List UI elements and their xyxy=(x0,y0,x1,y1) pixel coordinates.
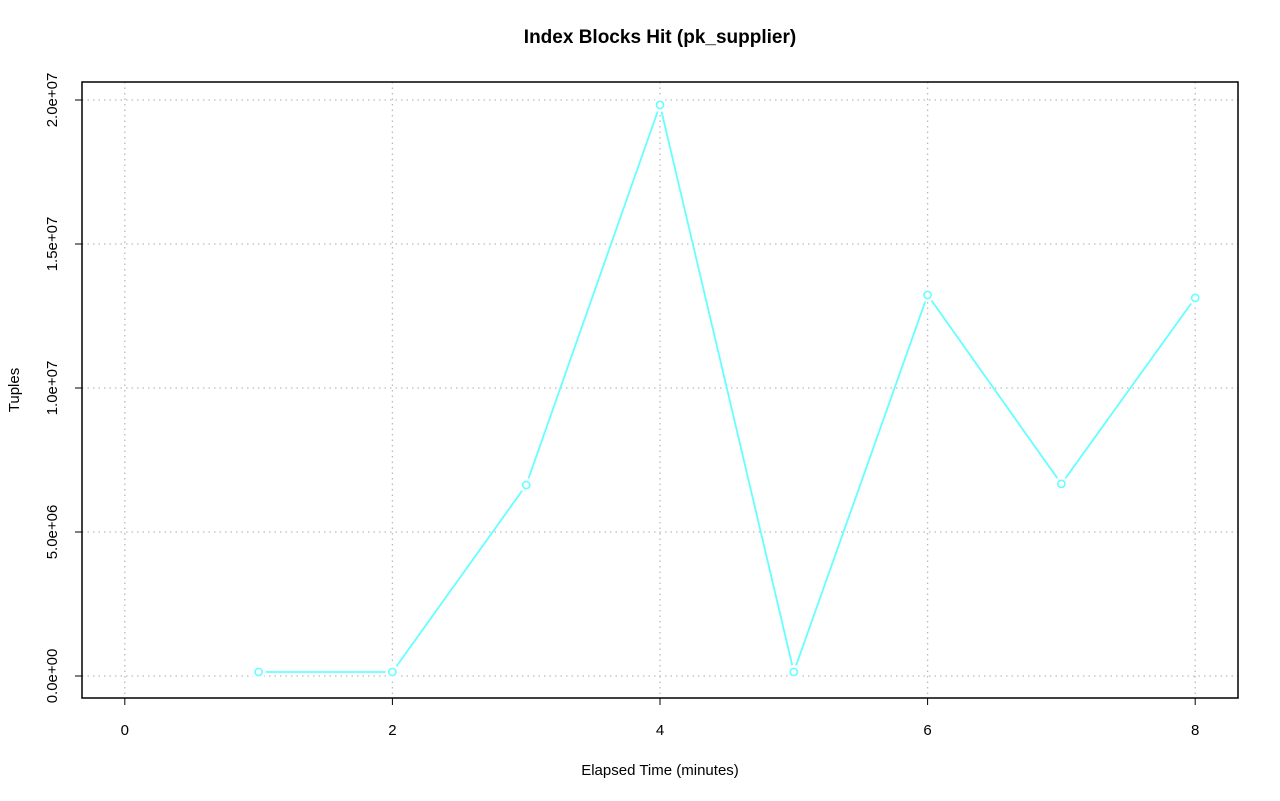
y-tick-label: 5.0e+06 xyxy=(44,505,61,560)
data-point xyxy=(923,290,932,300)
data-point xyxy=(254,667,264,677)
data-point xyxy=(521,480,531,490)
data-point xyxy=(655,100,665,110)
y-axis-label: Tuples xyxy=(6,368,23,412)
x-axis-label: Elapsed Time (minutes) xyxy=(581,762,739,779)
y-tick-label: 2.0e+07 xyxy=(44,73,61,128)
data-point xyxy=(388,667,397,677)
x-tick-label: 4 xyxy=(656,722,664,739)
chart-title: Index Blocks Hit (pk_supplier) xyxy=(524,27,796,48)
x-tick-label: 8 xyxy=(1191,722,1199,739)
data-point xyxy=(789,667,799,677)
y-tick-label: 1.0e+07 xyxy=(44,361,61,416)
x-tick-label: 6 xyxy=(923,722,931,739)
x-tick-label: 2 xyxy=(388,722,396,739)
y-tick-label: 1.5e+07 xyxy=(44,217,61,272)
plot-frame xyxy=(81,81,1239,699)
y-tick-label: 0.0e+00 xyxy=(44,649,61,704)
x-tick-label: 0 xyxy=(121,722,129,739)
data-point xyxy=(1056,479,1066,489)
data-line xyxy=(258,101,1196,676)
data-point xyxy=(1190,293,1200,303)
